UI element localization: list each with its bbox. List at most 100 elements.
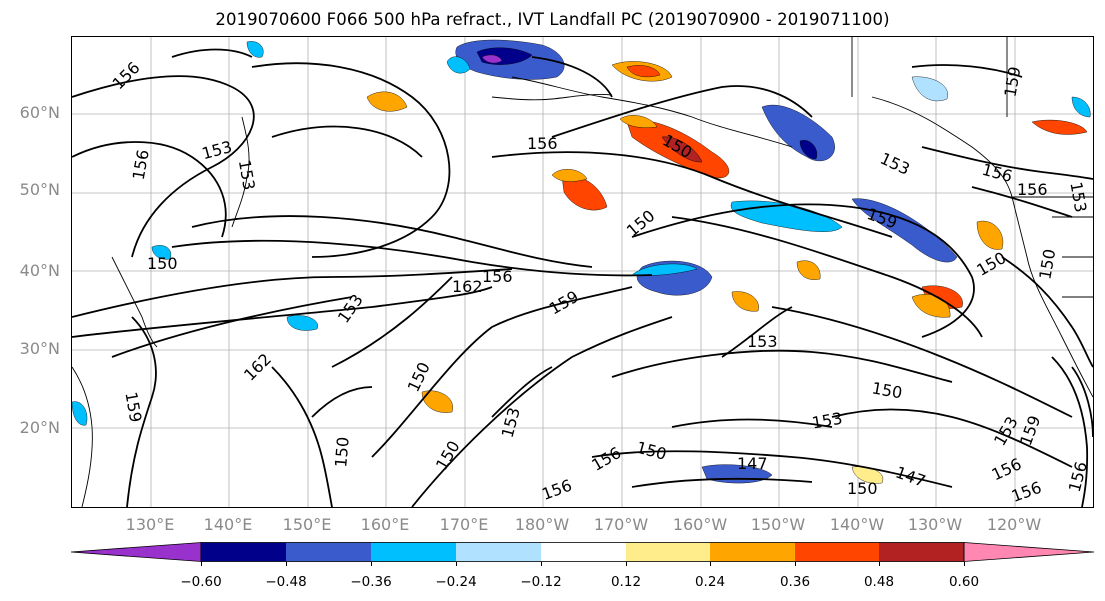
lon-label-170w: 170°W xyxy=(593,515,649,534)
contour-label: 159 xyxy=(865,204,900,232)
lat-label-40n: 40°N xyxy=(19,261,60,280)
pos-patch-alaska-rim xyxy=(619,115,658,128)
coast-asia-sw xyxy=(72,366,93,507)
shaded-anomalies xyxy=(72,39,1091,484)
map-canvas: 156 153 153 156 156 150 162 159 153 156 … xyxy=(72,37,1093,507)
contour-label: 153 xyxy=(498,405,524,439)
coast-japan xyxy=(111,256,158,348)
colorbar-tick-label: 0.36 xyxy=(779,574,811,590)
contour-label: 156 xyxy=(980,160,1014,186)
contour-label: 156 xyxy=(1009,478,1044,506)
contour-label: 150 xyxy=(973,248,1009,280)
coast-alaska xyxy=(511,76,793,148)
colorbar-tick-label: 0.60 xyxy=(948,574,980,590)
lat-label-60n: 60°N xyxy=(19,103,60,122)
colorbar-segment xyxy=(795,542,879,562)
neg-patch-sw xyxy=(151,245,172,260)
colorbar-segment xyxy=(541,542,626,562)
lon-label-140e: 140°E xyxy=(203,515,253,534)
colorbar-tickmark xyxy=(286,562,287,566)
contour-label: 162 xyxy=(240,350,275,385)
contour-label: 153 xyxy=(877,149,913,179)
pos-patch-center-south xyxy=(731,291,759,312)
neg-patch-east xyxy=(851,198,958,263)
contour-label: 156 xyxy=(539,476,574,504)
lon-label-150w: 150°W xyxy=(750,515,806,534)
colorbar-tickmark xyxy=(964,562,965,566)
contour-label: 156 xyxy=(482,267,513,286)
contour-label: 150 xyxy=(331,436,353,468)
neg-patch-bering-purple xyxy=(481,54,503,64)
colorbar-segments xyxy=(71,542,1094,562)
map-title: 2019070600 F066 500 hPa refract., IVT La… xyxy=(215,10,890,29)
contour-lines xyxy=(72,48,1093,507)
pos-patch-mid xyxy=(796,260,821,280)
neg-patch-central-fringe xyxy=(631,263,698,276)
contour-label: 153 xyxy=(334,291,367,327)
lon-label-140w: 140°W xyxy=(829,515,885,534)
colorbar-segment xyxy=(286,542,371,562)
colorbar-tickmark xyxy=(201,562,202,566)
lon-label-150e: 150°E xyxy=(282,515,332,534)
contour-label: 156 xyxy=(989,454,1025,484)
neg-patch-gulf xyxy=(761,104,835,162)
border-canada xyxy=(851,37,1093,258)
contour-label: 150 xyxy=(870,378,903,402)
pos-patch-south xyxy=(421,390,453,413)
pos-patch-ne xyxy=(1031,119,1088,135)
neg-patch-ne2 xyxy=(1071,96,1091,118)
lat-label-50n: 50°N xyxy=(19,180,60,199)
contour-label: 156 xyxy=(129,148,153,181)
lon-label-160e: 160°E xyxy=(360,515,410,534)
colorbar-outline-right xyxy=(963,542,1094,562)
neg-patch-wpac xyxy=(286,315,318,331)
contour-label: 150 xyxy=(147,254,178,273)
contour-label: 147 xyxy=(737,454,768,473)
neg-patch-gulf-core xyxy=(799,140,818,160)
contour-label: 153 xyxy=(990,413,1022,449)
lat-label-30n: 30°N xyxy=(19,339,60,358)
lat-label-20n: 20°N xyxy=(19,418,60,437)
lon-label-160w: 160°W xyxy=(672,515,728,534)
contour-label: 159 xyxy=(546,287,582,319)
map-panel: 156 153 153 156 156 150 162 159 153 156 … xyxy=(71,36,1094,508)
contour-label: 162 xyxy=(452,277,483,296)
contour-label: 159 xyxy=(121,390,145,423)
lon-label-180w: 180°W xyxy=(514,515,570,534)
colorbar-segment xyxy=(879,542,964,562)
colorbar-segment xyxy=(964,542,1094,562)
coast-nw-america xyxy=(871,96,1093,398)
contour-label: 156 xyxy=(527,134,558,153)
contour-label: 150 xyxy=(847,479,878,498)
colorbar-segment xyxy=(626,542,710,562)
contour-label: 150 xyxy=(634,438,668,464)
contour-label: 156 xyxy=(1017,180,1048,199)
pos-patch-coast xyxy=(976,220,1004,250)
contour-label: 156 xyxy=(109,58,144,93)
contour-label: 159 xyxy=(1016,413,1044,448)
colorbar-tick-label: −0.12 xyxy=(520,574,562,590)
contour-label: 150 xyxy=(432,437,464,473)
colorbar-segment xyxy=(201,542,286,562)
coast-aleutians xyxy=(491,94,613,101)
coastlines xyxy=(72,37,1093,507)
contour-label: 147 xyxy=(893,463,928,491)
pos-patch-yellow-core xyxy=(626,65,661,78)
colorbar-tickmark xyxy=(710,562,711,566)
lon-label-120w: 120°W xyxy=(986,515,1042,534)
colorbar-tick-label: −0.24 xyxy=(435,574,477,590)
colorbar-segment xyxy=(710,542,795,562)
pos-patch-center-rim xyxy=(551,169,588,182)
contour-label: 150 xyxy=(1035,248,1059,281)
colorbar-tickmark xyxy=(795,562,796,566)
colorbar-tickmark xyxy=(541,562,542,566)
colorbar-tick-label: −0.36 xyxy=(350,574,392,590)
colorbar xyxy=(71,542,1094,562)
contour-label: 153 xyxy=(1066,180,1090,213)
colorbar-tick-label: −0.60 xyxy=(180,574,222,590)
pos-patch-alaska-core xyxy=(661,136,703,163)
colorbar-tick-label: 0.12 xyxy=(610,574,642,590)
coast-kamchatka xyxy=(231,116,250,228)
colorbar-tickmark xyxy=(371,562,372,566)
lon-label-170e: 170°E xyxy=(439,515,489,534)
